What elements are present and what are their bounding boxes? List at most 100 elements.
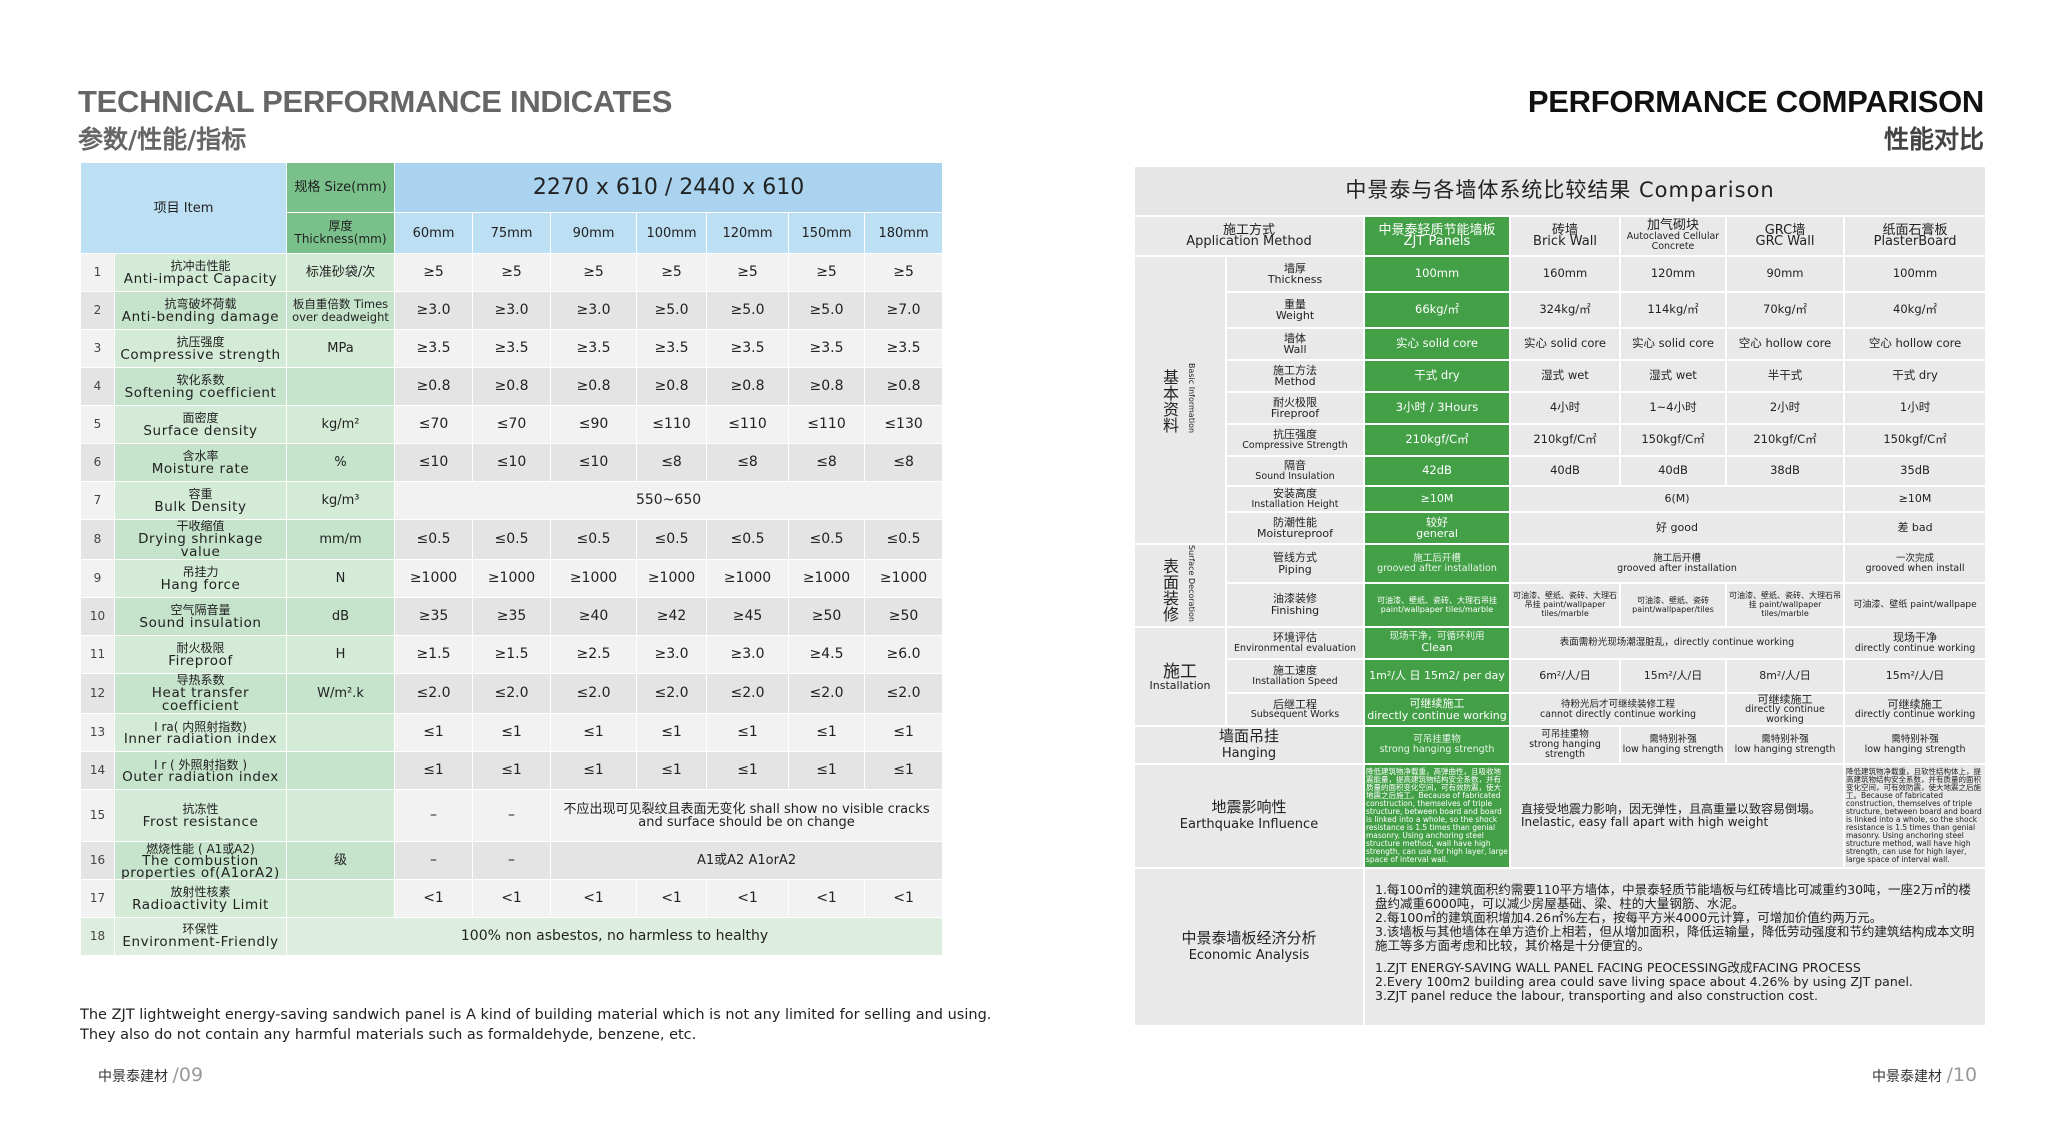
row-value: ≤1 xyxy=(706,713,790,752)
row-value: ≤2.0 xyxy=(550,673,638,714)
hanging-cn: 需特别补强 xyxy=(1761,734,1809,746)
row-value: ≥3.0 xyxy=(472,291,552,330)
label-cn: 重量 xyxy=(1284,297,1306,311)
row-name-cn: 燃烧性能 ( A1或A2) xyxy=(146,841,255,856)
performance-comparison-table: 中景泰与各墙体系统比较结果 Comparison 施工方式 Application… xyxy=(1132,165,1988,1028)
eco-en-line: 3.ZJT panel reduce the labour, transport… xyxy=(1375,988,1819,1004)
row-basic-label: 墙厚 Thickness xyxy=(1225,255,1365,293)
row-number: 17 xyxy=(80,879,115,918)
hanging-cn: 需特别补强 xyxy=(1891,734,1939,746)
row-unit xyxy=(286,367,396,406)
label-cn: 隔音 xyxy=(1284,459,1306,473)
basic-value: 70kg/㎡ xyxy=(1725,291,1845,329)
zjt-finishing: 可油漆、壁纸、瓷砖、大理石吊挂 paint/wallpaper tiles/ma… xyxy=(1363,582,1511,628)
row-unit: 级 xyxy=(286,841,396,880)
row-value: ≤110 xyxy=(636,405,708,444)
row-value: ≤1 xyxy=(550,713,638,752)
technical-performance-table: 项目 Item 规格 Size(mm) 2270 x 610 / 2440 x … xyxy=(79,162,944,956)
page-number: /10 xyxy=(1946,1064,1978,1086)
row-name: I ra( 内照射指数) Inner radiation index xyxy=(113,713,288,752)
row-unit: mm/m xyxy=(286,519,396,560)
row-name-cn: 吊挂力 xyxy=(182,564,219,579)
thickness-1: 75mm xyxy=(472,212,552,254)
row-value: ≤2.0 xyxy=(394,673,474,714)
hanging-en: strong hanging strength xyxy=(1529,739,1601,761)
cat-install: 施工 Installation xyxy=(1133,625,1227,728)
table-row: 8 干收缩值 Drying shrinkage value mm/m ≤0.5 ≤0.5 ≤… xyxy=(80,519,944,560)
row-number: 16 xyxy=(80,841,115,880)
row-number: 4 xyxy=(80,367,115,406)
label-cn: 墙体 xyxy=(1284,331,1306,345)
row-value: ≤8 xyxy=(706,443,790,482)
label-en: Compressive Strength xyxy=(1242,439,1348,451)
basic-value: 40dB xyxy=(1509,455,1621,487)
row-span-value: 550~650 xyxy=(394,481,944,520)
row-name-cn: I ra( 内照射指数) xyxy=(154,719,247,734)
row-value: <1 xyxy=(706,879,790,918)
row-number: 7 xyxy=(80,481,115,520)
row-name-en: Moisture rate xyxy=(151,460,250,477)
row-value: ≤8 xyxy=(788,443,866,482)
basic-value: 空心 hollow core xyxy=(1725,327,1845,361)
table-row: 2 抗弯破坏荷载 Anti-bending damage 板自重倍数 Times ov… xyxy=(80,291,944,330)
row-value: <1 xyxy=(864,879,944,918)
row-value: ≥40 xyxy=(550,597,638,636)
row-basic-label: 施工方法 Method xyxy=(1225,359,1365,393)
eco-cn-line: 1.每100㎡的建筑面积约需要110平方墙体，中景泰轻质节能墙板与红砖墙比可减重… xyxy=(1375,882,1972,912)
thickness-0: 60mm xyxy=(394,212,474,254)
row-value: ≤1 xyxy=(636,751,708,790)
right-title-cn: 性能对比 xyxy=(1883,125,1984,154)
row-value: ≤0.5 xyxy=(706,519,790,560)
row-value: ≥6.0 xyxy=(864,635,944,674)
zjt-moist: 较好 general xyxy=(1363,511,1511,545)
row-unit xyxy=(286,789,396,842)
row-value: ≥0.8 xyxy=(636,367,708,406)
grc-finishing: 可油漆、壁纸、瓷砖、大理石吊挂 paint/wallpaper tiles/ma… xyxy=(1725,582,1845,628)
row-value: ≤1 xyxy=(472,713,552,752)
row-name-en: Outer radiation index xyxy=(122,768,279,785)
zjt-height: ≥10M xyxy=(1363,485,1511,513)
row-name: 容重 Bulk Density xyxy=(113,481,288,520)
footer-brand: 中景泰建材 xyxy=(98,1069,168,1085)
row-value: ≥5.0 xyxy=(636,291,708,330)
row-unit: W/m².k xyxy=(286,673,396,714)
row-name-en: Radioactivity Limit xyxy=(132,896,269,913)
row-number: 13 xyxy=(80,713,115,752)
row-value: ≥0.8 xyxy=(550,367,638,406)
speed-value: 6m²/人/日 xyxy=(1509,657,1621,694)
hanging-value: 需特别补强 low hanging strength xyxy=(1725,725,1845,766)
row-value: ≤2.0 xyxy=(636,673,708,714)
table-row: 11 耐火极限 Fireproof H ≥1.5 ≥1.5 ≥2.5 ≥3.0 ≥3.0 ≥4.5… xyxy=(80,635,944,674)
row-value: ≤2.0 xyxy=(788,673,866,714)
row-name-en: Surface density xyxy=(143,422,258,439)
row-value: ≥35 xyxy=(394,597,474,636)
basic-value: 湿式 wet xyxy=(1509,359,1621,393)
row-value: ≤70 xyxy=(472,405,552,444)
row-quake-label: 地震影响性 Earthquake Influence xyxy=(1133,763,1365,870)
size-value: 2270 x 610 / 2440 x 610 xyxy=(394,162,944,213)
row-value: ≥5.0 xyxy=(706,291,790,330)
basic-value: 114kg/㎡ xyxy=(1619,291,1727,329)
row-name-cn: 抗弯破坏荷载 xyxy=(164,296,237,311)
note-line-1: The ZJT lightweight energy-saving sandwi… xyxy=(80,1007,992,1023)
table-row: 6 含水率 Moisture rate% ≤10 ≤10 ≤10 ≤8 ≤8 ≤8 ≤8 xyxy=(80,443,944,482)
thickness-4: 120mm xyxy=(706,212,790,254)
row-value: ≥0.8 xyxy=(864,367,944,406)
acc-finishing: 可油漆、壁纸、瓷砖 paint/wallpaper/tiles xyxy=(1619,582,1727,628)
grc-subsequent: 可继续施工 directly continue working xyxy=(1725,691,1845,728)
row-name-en: Compressive strength xyxy=(120,346,281,363)
row-value: ≥1000 xyxy=(864,559,944,598)
row-name-cn: I r ( 外照射指数 ) xyxy=(153,757,248,772)
basic-value: 38dB xyxy=(1725,455,1845,487)
row-name: I r ( 外照射指数 ) Outer radiation index xyxy=(113,751,288,790)
row-piping-label: 管线方式 Piping xyxy=(1225,542,1365,585)
row-number: 2 xyxy=(80,291,115,330)
basic-value: 66kg/㎡ xyxy=(1363,291,1511,329)
row-value: <1 xyxy=(394,879,474,918)
row-name: 抗弯破坏荷载 Anti-bending damage xyxy=(113,291,288,330)
eco-en-line: 2.Every 100m2 building area could save l… xyxy=(1375,974,1913,990)
pb-height: ≥10M xyxy=(1842,485,1988,513)
row-unit xyxy=(286,879,396,918)
hanging-cn: 需特别补强 xyxy=(1649,734,1697,746)
row-moist-label: 防潮性能 Moistureproof xyxy=(1225,511,1365,545)
